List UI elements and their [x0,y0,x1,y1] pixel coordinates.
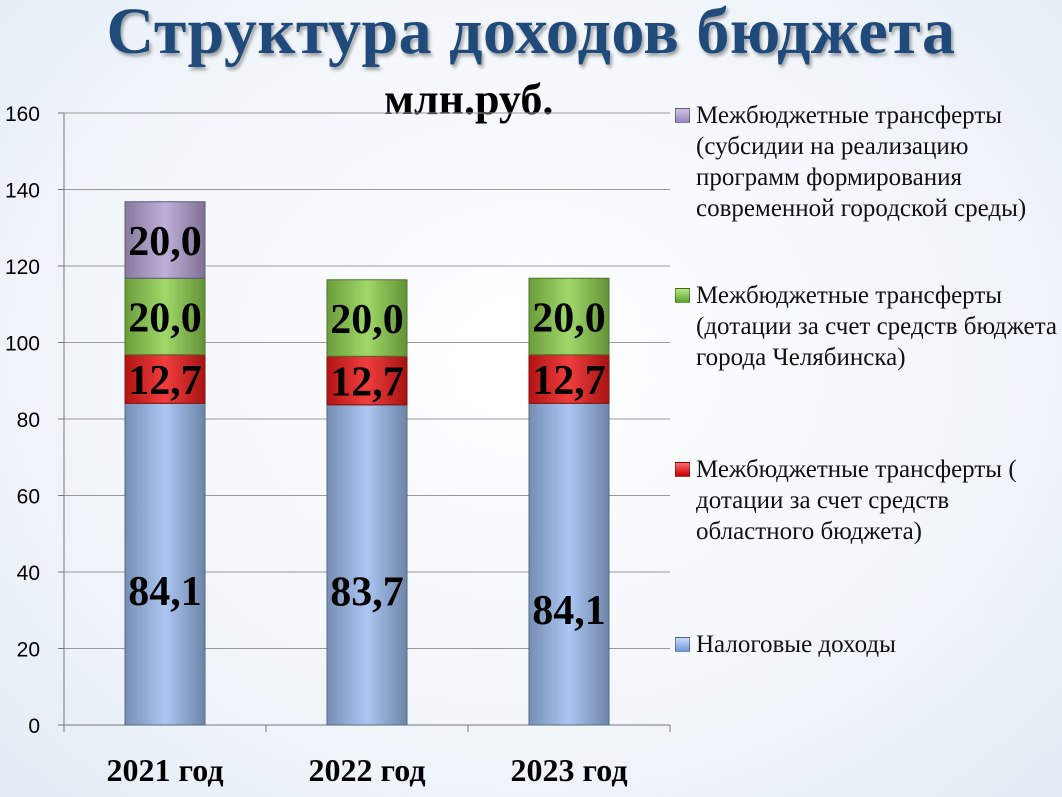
y-tick-label: 0 [28,715,40,738]
label-city-grants: 20,0 [330,297,404,343]
bar-city-grants[interactable] [124,277,206,356]
legend-swatch-city-grants [675,288,690,303]
y-tick-label: 140 [5,180,40,203]
x-category-label: 2022 год [309,752,426,788]
legend-swatch-subsidies [675,108,690,123]
label-city-grants: 20,0 [128,295,202,341]
label-tax-revenue: 84,1 [128,569,202,615]
y-tick-label: 20 [17,639,40,662]
bar-regional-grants[interactable] [326,355,408,406]
y-tick-label: 80 [17,409,40,432]
data-labels: 84,1 12,7 20,0 20,0 83,7 12,7 20,0 84,1 12,7 20,0 [128,219,606,634]
label-subsidies: 20,0 [128,219,202,265]
legend-label-city-grants: Межбюджетные трансферты (дотации за счет… [696,282,1057,371]
label-city-grants: 20,0 [532,295,606,341]
chart-title: Структура доходов бюджета [106,0,956,68]
bar-regional-grants[interactable] [528,354,610,404]
label-regional-grants: 12,7 [128,358,202,404]
label-tax-revenue: 84,1 [532,588,606,634]
bar-regional-grants[interactable] [124,354,206,404]
y-tick-label: 120 [5,256,40,279]
bar-city-grants[interactable] [326,279,408,357]
unit-label: млн.руб. [384,75,554,124]
bar-city-grants[interactable] [528,277,610,356]
y-tick-label: 40 [17,562,40,585]
label-tax-revenue: 83,7 [330,570,404,616]
bar-tax-revenue[interactable] [528,402,610,726]
x-category-label: 2021 год [107,752,224,788]
legend-label-subsidies: Межбюджетные трансферты (субсидии на реа… [696,102,1027,222]
legend-label-regional-grants: Межбюджетные трансферты ( дотации за сче… [696,456,1017,545]
bars [124,201,610,726]
x-category-label: 2023 год [511,752,628,788]
bar-subsidies[interactable] [124,201,206,279]
bar-tax-revenue[interactable] [326,404,408,726]
legend-swatch-tax-revenue [675,637,690,652]
legend-swatch-regional-grants [675,462,690,477]
y-tick-label: 160 [5,103,40,126]
y-tick-label: 60 [17,486,40,509]
y-tick-label: 100 [5,333,40,356]
bar-tax-revenue[interactable] [124,402,206,726]
legend-label-tax-revenue: Налоговые доходы [696,631,896,658]
label-regional-grants: 12,7 [532,358,606,404]
label-regional-grants: 12,7 [330,360,404,406]
